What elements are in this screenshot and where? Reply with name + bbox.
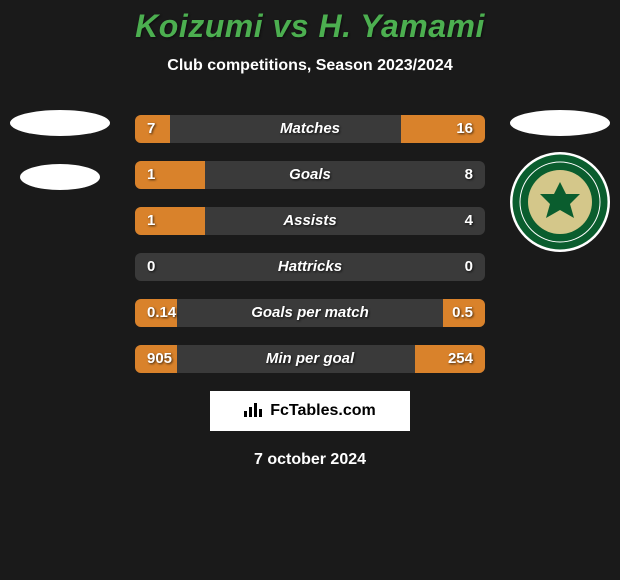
stat-row: Goals per match0.14 0.5 [135, 299, 485, 327]
stat-value-right: 0.5 [452, 299, 473, 327]
stat-value-right: 16 [456, 115, 473, 143]
stat-row: Matches7 16 [135, 115, 485, 143]
stat-value-left: 1 [147, 207, 155, 235]
player-right-badge [510, 110, 610, 210]
stat-row: Assists1 4 [135, 207, 485, 235]
stat-label: Min per goal [135, 345, 485, 373]
ellipse-icon [10, 110, 110, 136]
subtitle: Club competitions, Season 2023/2024 [0, 57, 620, 75]
stat-row: Goals1 8 [135, 161, 485, 189]
brand-text: FcTables.com [270, 402, 376, 420]
ellipse-icon [510, 110, 610, 136]
club-logo-icon [510, 152, 610, 252]
stat-label: Goals [135, 161, 485, 189]
stat-label: Assists [135, 207, 485, 235]
stat-value-right: 8 [465, 161, 473, 189]
brand-badge[interactable]: FcTables.com [210, 391, 410, 431]
stats-list: Matches716Goals18Assists14Hattricks00Goa… [135, 115, 485, 373]
ellipse-icon [20, 164, 100, 190]
stat-value-right: 4 [465, 207, 473, 235]
player-left-badge [10, 110, 110, 210]
stat-value-left: 0.14 [147, 299, 176, 327]
stat-label: Goals per match [135, 299, 485, 327]
stat-label: Matches [135, 115, 485, 143]
page-title: Koizumi vs H. Yamami [0, 8, 620, 45]
stat-value-left: 7 [147, 115, 155, 143]
stat-value-left: 0 [147, 253, 155, 281]
date-text: 7 october 2024 [0, 451, 620, 469]
stat-label: Hattricks [135, 253, 485, 281]
stat-row: Min per goal905 254 [135, 345, 485, 373]
stat-value-left: 1 [147, 161, 155, 189]
stat-value-right: 254 [448, 345, 473, 373]
comparison-card: Koizumi vs H. Yamami Club competitions, … [0, 0, 620, 580]
chart-icon [244, 401, 264, 422]
stat-value-left: 905 [147, 345, 172, 373]
stat-value-right: 0 [465, 253, 473, 281]
stat-row: Hattricks0 0 [135, 253, 485, 281]
